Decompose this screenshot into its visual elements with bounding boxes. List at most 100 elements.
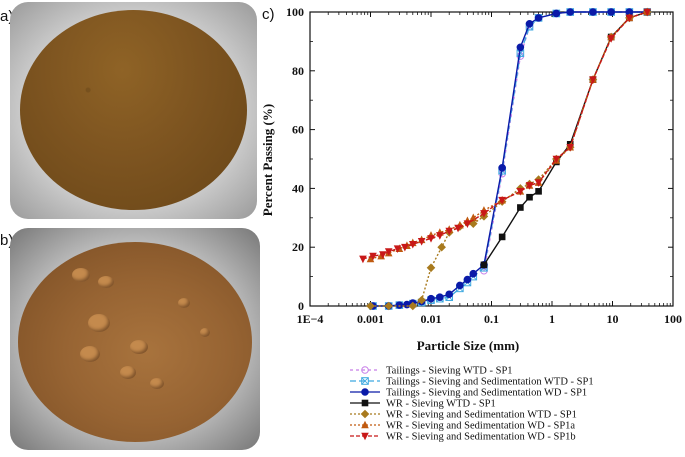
y-tick-label: 80 [292, 64, 304, 78]
x-tick-label: 100 [664, 312, 682, 326]
soil-clod [72, 268, 90, 282]
particle-size-chart: 1E−4 0.001 0.01 0.1 1 10 100 0 20 40 60 80 100 Perce… [260, 5, 682, 443]
legend-marker [361, 366, 369, 374]
legend-entry: WR - Sieving and Sedimentation WD - SP1a [386, 421, 575, 432]
data-point [480, 261, 488, 269]
x-tick-label: 1E−4 [297, 312, 324, 326]
data-point [552, 9, 561, 18]
data-point [525, 182, 534, 190]
data-point [384, 248, 393, 256]
waste-rock-photo [10, 228, 260, 450]
series-line [370, 11, 648, 307]
chart-axes: 1E−4 0.001 0.01 0.1 1 10 100 0 20 40 60 80 100 [286, 5, 682, 326]
data-point [535, 188, 542, 195]
legend-marker [361, 388, 369, 396]
data-point [369, 252, 377, 261]
x-axis-label: Particle Size (mm) [417, 338, 520, 353]
data-point [469, 213, 478, 222]
data-point [534, 14, 543, 22]
data-point [384, 301, 394, 311]
series-5 [366, 7, 652, 311]
data-point [607, 8, 615, 16]
data-point [366, 301, 375, 311]
data-point [463, 275, 472, 284]
soil-clod [150, 378, 164, 389]
legend-marker [361, 377, 369, 385]
series-line [362, 11, 648, 260]
data-point [408, 240, 417, 249]
data-point [437, 242, 446, 252]
data-point [427, 235, 435, 243]
panel-label-c: c) [262, 6, 275, 23]
data-point [427, 294, 435, 303]
data-point [552, 155, 561, 164]
plot-frame [309, 11, 674, 307]
legend-marker [361, 399, 369, 407]
data-point [445, 290, 454, 299]
legend-entry: Tailings - Sieving and Sedimentation WD … [386, 388, 587, 399]
data-point [566, 143, 575, 152]
y-tick-label: 60 [292, 123, 304, 137]
data-point [401, 243, 409, 252]
data-point [643, 8, 652, 17]
data-point [436, 293, 444, 301]
data-point [566, 8, 575, 16]
data-point [454, 224, 462, 233]
tailings-sand-photo [10, 2, 257, 219]
soil-clod [120, 366, 136, 379]
data-point [525, 19, 534, 28]
data-point [516, 43, 525, 52]
series-line [483, 11, 648, 266]
data-point [607, 35, 615, 43]
y-axis-label: Percent Passing (%) [260, 104, 275, 216]
data-point [456, 281, 464, 290]
data-point [359, 255, 367, 264]
data-point [366, 254, 375, 263]
legend-marker [361, 420, 369, 429]
series-2 [369, 8, 652, 310]
legend-entry: Tailings - Sieving and Sedimentation WTD… [386, 377, 594, 388]
data-point [625, 14, 634, 23]
data-point [445, 227, 454, 236]
soil-clod [88, 314, 110, 332]
data-point [469, 269, 478, 278]
legend-marker [361, 432, 369, 441]
soil-clod [80, 346, 100, 362]
x-tick-label: 0.1 [484, 312, 499, 326]
data-point [589, 8, 597, 16]
data-point [417, 295, 426, 305]
legend-entry: Tailings - Sieving WTD - SP1 [386, 366, 513, 377]
data-point [417, 238, 426, 246]
soil-clod [200, 328, 210, 337]
data-point [498, 164, 506, 172]
series-line [373, 11, 648, 307]
data-point [480, 210, 488, 218]
y-tick-label: 40 [292, 181, 304, 195]
y-tick-label: 100 [286, 5, 304, 19]
y-tick-label: 20 [292, 240, 304, 254]
x-tick-label: 0.001 [357, 312, 384, 326]
series-line [373, 11, 648, 307]
soil-clod [98, 276, 114, 288]
soil-clod [178, 298, 190, 308]
data-point [516, 188, 525, 196]
data-point [463, 220, 472, 228]
data-point [426, 263, 436, 273]
legend-entry: WR - Sieving WTD - SP1 [386, 399, 496, 410]
data-point [436, 232, 444, 240]
x-tick-label: 0.01 [421, 312, 442, 326]
data-point [393, 245, 402, 253]
data-point [468, 219, 478, 228]
series-3 [369, 8, 652, 310]
series-line [483, 11, 648, 271]
chart-series-layer [359, 7, 652, 311]
data-point [517, 204, 524, 211]
x-tick-label: 1 [549, 312, 555, 326]
legend-entry: WR - Sieving and Sedimentation WD - SP1b [386, 432, 576, 443]
data-point [526, 193, 533, 201]
data-point [498, 196, 506, 205]
data-point [408, 301, 418, 311]
x-tick-label: 10 [607, 312, 619, 326]
data-point [534, 179, 543, 187]
